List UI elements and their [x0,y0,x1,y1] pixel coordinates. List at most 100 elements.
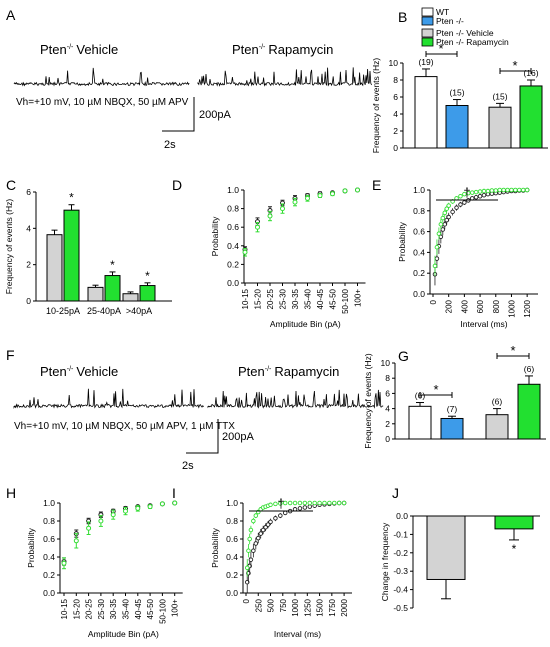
data-point [440,227,446,232]
x-tick-label: 1250 [303,598,312,616]
chart-panel-g: 0 2 4 6 8 10 Frequency of events (Hz) (6) (7) (6)… [363,343,546,449]
x-axis-label: Amplitude Bin (pA) [88,629,159,639]
bar-2-0 [122,293,139,302]
y-tick-label: -0.1 [393,529,408,539]
data-point [246,548,251,553]
x-tick-label: 50-100 [341,288,350,313]
data-point [244,565,250,571]
x-tick-label: 1200 [523,299,532,317]
y-tick-label: 0.8 [43,516,55,526]
data-point [501,187,506,193]
panel-letter-g: G [398,348,409,364]
y-tick-label: 0.2 [226,570,238,580]
y-axis-label: Frequency of events (Hz) [363,353,373,449]
data-point [287,500,293,506]
data-point [497,187,502,193]
data-point [342,188,348,194]
data-point [297,500,303,506]
x-tick-label: 15-20 [254,288,263,309]
y-tick-label: 0.8 [413,206,425,216]
data-point [458,202,463,207]
y-tick-label: 8 [393,75,398,85]
y-tick-label: 1.0 [226,498,238,508]
data-point [248,527,254,533]
n-label: (7) [447,404,458,414]
panel-letter-e: E [372,177,381,193]
data-point [442,222,448,227]
y-tick-label: 0.6 [413,227,425,237]
data-point [524,187,530,193]
x-tick-label: 100+ [171,599,180,617]
legend-swatch-wt [421,7,434,17]
trace-a-scale-bar [162,97,195,132]
bar-1 [440,417,464,440]
legend-swatch-vehicle [421,28,434,38]
significance-star: * [110,258,115,272]
data-point [305,195,310,201]
data-point [436,231,442,236]
y-tick-label: -0.3 [393,566,408,576]
data-point [159,501,165,507]
data-point [446,214,451,220]
data-point [302,500,308,506]
x-tick-label: 0 [429,299,438,304]
y-axis-label: Probability [210,216,220,256]
panel-letter-j: J [392,485,399,501]
trace-f-vehicle [13,388,204,409]
data-point [123,508,128,514]
data-point [509,187,514,193]
data-point [332,500,337,506]
data-point [317,193,323,199]
x-tick-label: 200 [445,299,454,313]
x-tick-label: 40-45 [316,288,325,309]
y-tick-label: 4 [385,404,390,414]
data-point [292,500,298,506]
y-tick-label: 1.0 [43,498,55,508]
n-label: (6) [492,397,503,407]
x-tick-label: 35-40 [122,598,131,619]
data-point [86,525,92,531]
n-label: (15) [449,88,464,98]
data-point [98,518,104,524]
y-tick-label: 2 [393,126,398,136]
panel-a: Pten-/- Vehicle Pten-/- Rapamycin Vh=+10 m… [13,42,372,151]
data-point [432,263,438,269]
trace-a-vehicle-title: Pten-/- Vehicle [40,42,118,57]
trace-f-rapamycin [207,389,384,409]
x-tick-label: 30-35 [109,598,118,619]
x-tick-label: 1500 [316,598,325,616]
panel-letter-c: C [6,177,16,193]
n-label: (19) [418,57,433,67]
y-tick-label: 8 [385,373,390,383]
data-point [341,500,347,506]
x-tick-label: 400 [460,299,469,313]
data-point [251,548,256,553]
data-point [255,224,260,230]
bar-0 [414,76,438,149]
x-tick-label: 1750 [328,598,337,616]
panel-f: Pten-/- Vehicle Pten-/- Rapamycin Vh=+10 m… [13,364,384,472]
x-tick-label: 50-100 [158,598,167,623]
data-point [172,500,178,506]
significance-star: * [438,41,443,56]
data-point [253,513,259,518]
trace-f-scale-amp: 200pA [222,431,254,443]
x-tick-label: 0 [242,598,251,603]
y-tick-label: -0.2 [393,548,408,558]
bar-3 [519,85,543,149]
x-axis-label: Amplitude Bin (pA) [270,319,341,329]
data-point [469,190,475,195]
data-point [458,193,463,199]
data-point [489,188,495,193]
data-point [440,215,446,221]
data-point [260,527,266,533]
panel-letter-a: A [6,7,16,23]
data-point [267,213,273,219]
bar-1-0 [87,286,104,302]
panel-letter-i: I [172,485,176,501]
data-point [265,522,271,527]
